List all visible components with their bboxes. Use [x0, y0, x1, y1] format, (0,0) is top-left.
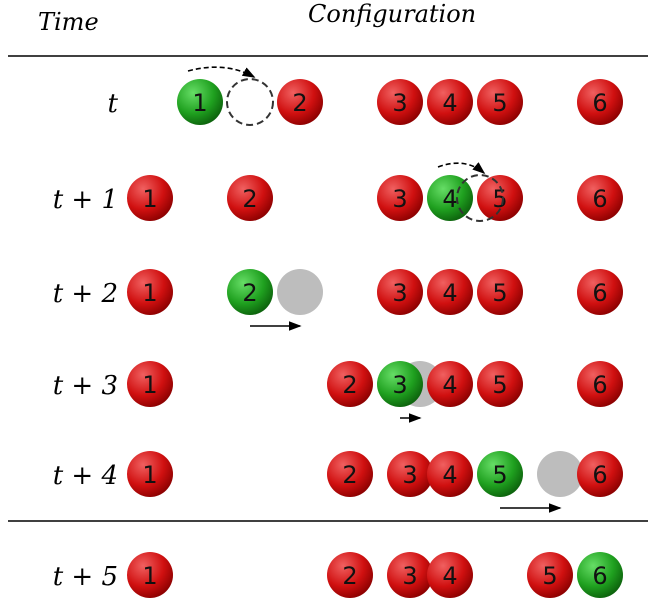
particle-2: [327, 361, 373, 407]
time-label: t: [108, 89, 119, 119]
particle-label-5: 5: [492, 371, 507, 399]
row-3: t + 3 1 2 3 4 5 6: [53, 361, 623, 423]
particle-3: [387, 451, 433, 497]
particle-label-5: 5: [542, 562, 557, 590]
particle-label-4: 4: [442, 185, 457, 213]
particle-label-5: 5: [492, 279, 507, 307]
row-2: t + 2 1 2 3 4 5 6: [53, 269, 623, 331]
particle-label-1: 1: [142, 279, 157, 307]
header-time: Time: [38, 8, 99, 36]
particle-label-5: 5: [492, 461, 507, 489]
particle-label-3: 3: [392, 371, 407, 399]
particle-6: [577, 79, 623, 125]
header-configuration: Configuration: [308, 0, 476, 28]
particle-label-2: 2: [342, 562, 357, 590]
particle-3: [377, 175, 423, 221]
particle-5: [477, 175, 523, 221]
target-circle: [226, 78, 274, 126]
particle-3: [387, 552, 433, 598]
time-label: t + 1: [53, 185, 118, 215]
jump-attempt-arrow: [187, 66, 256, 78]
particle-label-3: 3: [392, 279, 407, 307]
particle-label-4: 4: [442, 562, 457, 590]
particle-label-6: 6: [592, 279, 607, 307]
particle-label-5: 5: [492, 89, 507, 117]
particle-4: [427, 79, 473, 125]
active-particle-2: [227, 269, 273, 315]
particle-5: [477, 361, 523, 407]
particle-label-3: 3: [392, 89, 407, 117]
particle-label-2: 2: [292, 89, 307, 117]
target-circle: [456, 174, 504, 222]
ghost-circle: [537, 451, 583, 497]
particle-label-2: 2: [342, 461, 357, 489]
particle-3: [377, 79, 423, 125]
active-particle-6: [577, 552, 623, 598]
jump-attempt-arrow: [437, 162, 486, 175]
particle-5: [477, 79, 523, 125]
particle-1: [127, 175, 173, 221]
particle-6: [577, 451, 623, 497]
particle-label-2: 2: [242, 279, 257, 307]
particle-6: [577, 269, 623, 315]
particle-label-1: 1: [192, 89, 207, 117]
particle-4: [427, 269, 473, 315]
particle-label-2: 2: [242, 185, 257, 213]
particle-label-3: 3: [392, 185, 407, 213]
particle-3: [377, 269, 423, 315]
active-particle-4: [427, 175, 473, 221]
particle-1: [127, 269, 173, 315]
row-1: t + 1 1 2 3 4 5 6: [53, 162, 623, 222]
particle-label-1: 1: [142, 185, 157, 213]
particle-label-4: 4: [442, 461, 457, 489]
particle-2: [327, 451, 373, 497]
particle-5: [477, 269, 523, 315]
time-label: t + 4: [53, 461, 118, 491]
active-particle-3: [377, 361, 423, 407]
ghost-circle: [277, 269, 323, 315]
particle-label-6: 6: [592, 371, 607, 399]
particle-label-1: 1: [142, 562, 157, 590]
time-label: t + 3: [53, 371, 118, 401]
particle-label-5: 5: [492, 185, 507, 213]
time-label: t + 2: [53, 279, 118, 309]
particle-6: [577, 175, 623, 221]
particle-label-1: 1: [142, 371, 157, 399]
particle-4: [427, 361, 473, 407]
particle-1: [127, 361, 173, 407]
particle-2: [227, 175, 273, 221]
active-particle-1: [177, 79, 223, 125]
particle-1: [127, 451, 173, 497]
particle-label-4: 4: [442, 371, 457, 399]
particle-1: [127, 552, 173, 598]
particle-2: [327, 552, 373, 598]
particle-label-1: 1: [142, 461, 157, 489]
particle-label-3: 3: [402, 562, 417, 590]
particle-label-6: 6: [592, 185, 607, 213]
particle-4: [427, 552, 473, 598]
particle-6: [577, 361, 623, 407]
particle-label-4: 4: [442, 89, 457, 117]
row-0: t 1 2 3 4 5 6: [108, 66, 623, 126]
particle-label-4: 4: [442, 279, 457, 307]
particle-5: [527, 552, 573, 598]
particle-2: [277, 79, 323, 125]
particle-label-6: 6: [592, 461, 607, 489]
particle-label-2: 2: [342, 371, 357, 399]
particle-4: [427, 451, 473, 497]
particle-label-3: 3: [402, 461, 417, 489]
particle-label-6: 6: [592, 562, 607, 590]
active-particle-5: [477, 451, 523, 497]
time-label: t + 5: [53, 562, 118, 592]
particle-label-6: 6: [592, 89, 607, 117]
